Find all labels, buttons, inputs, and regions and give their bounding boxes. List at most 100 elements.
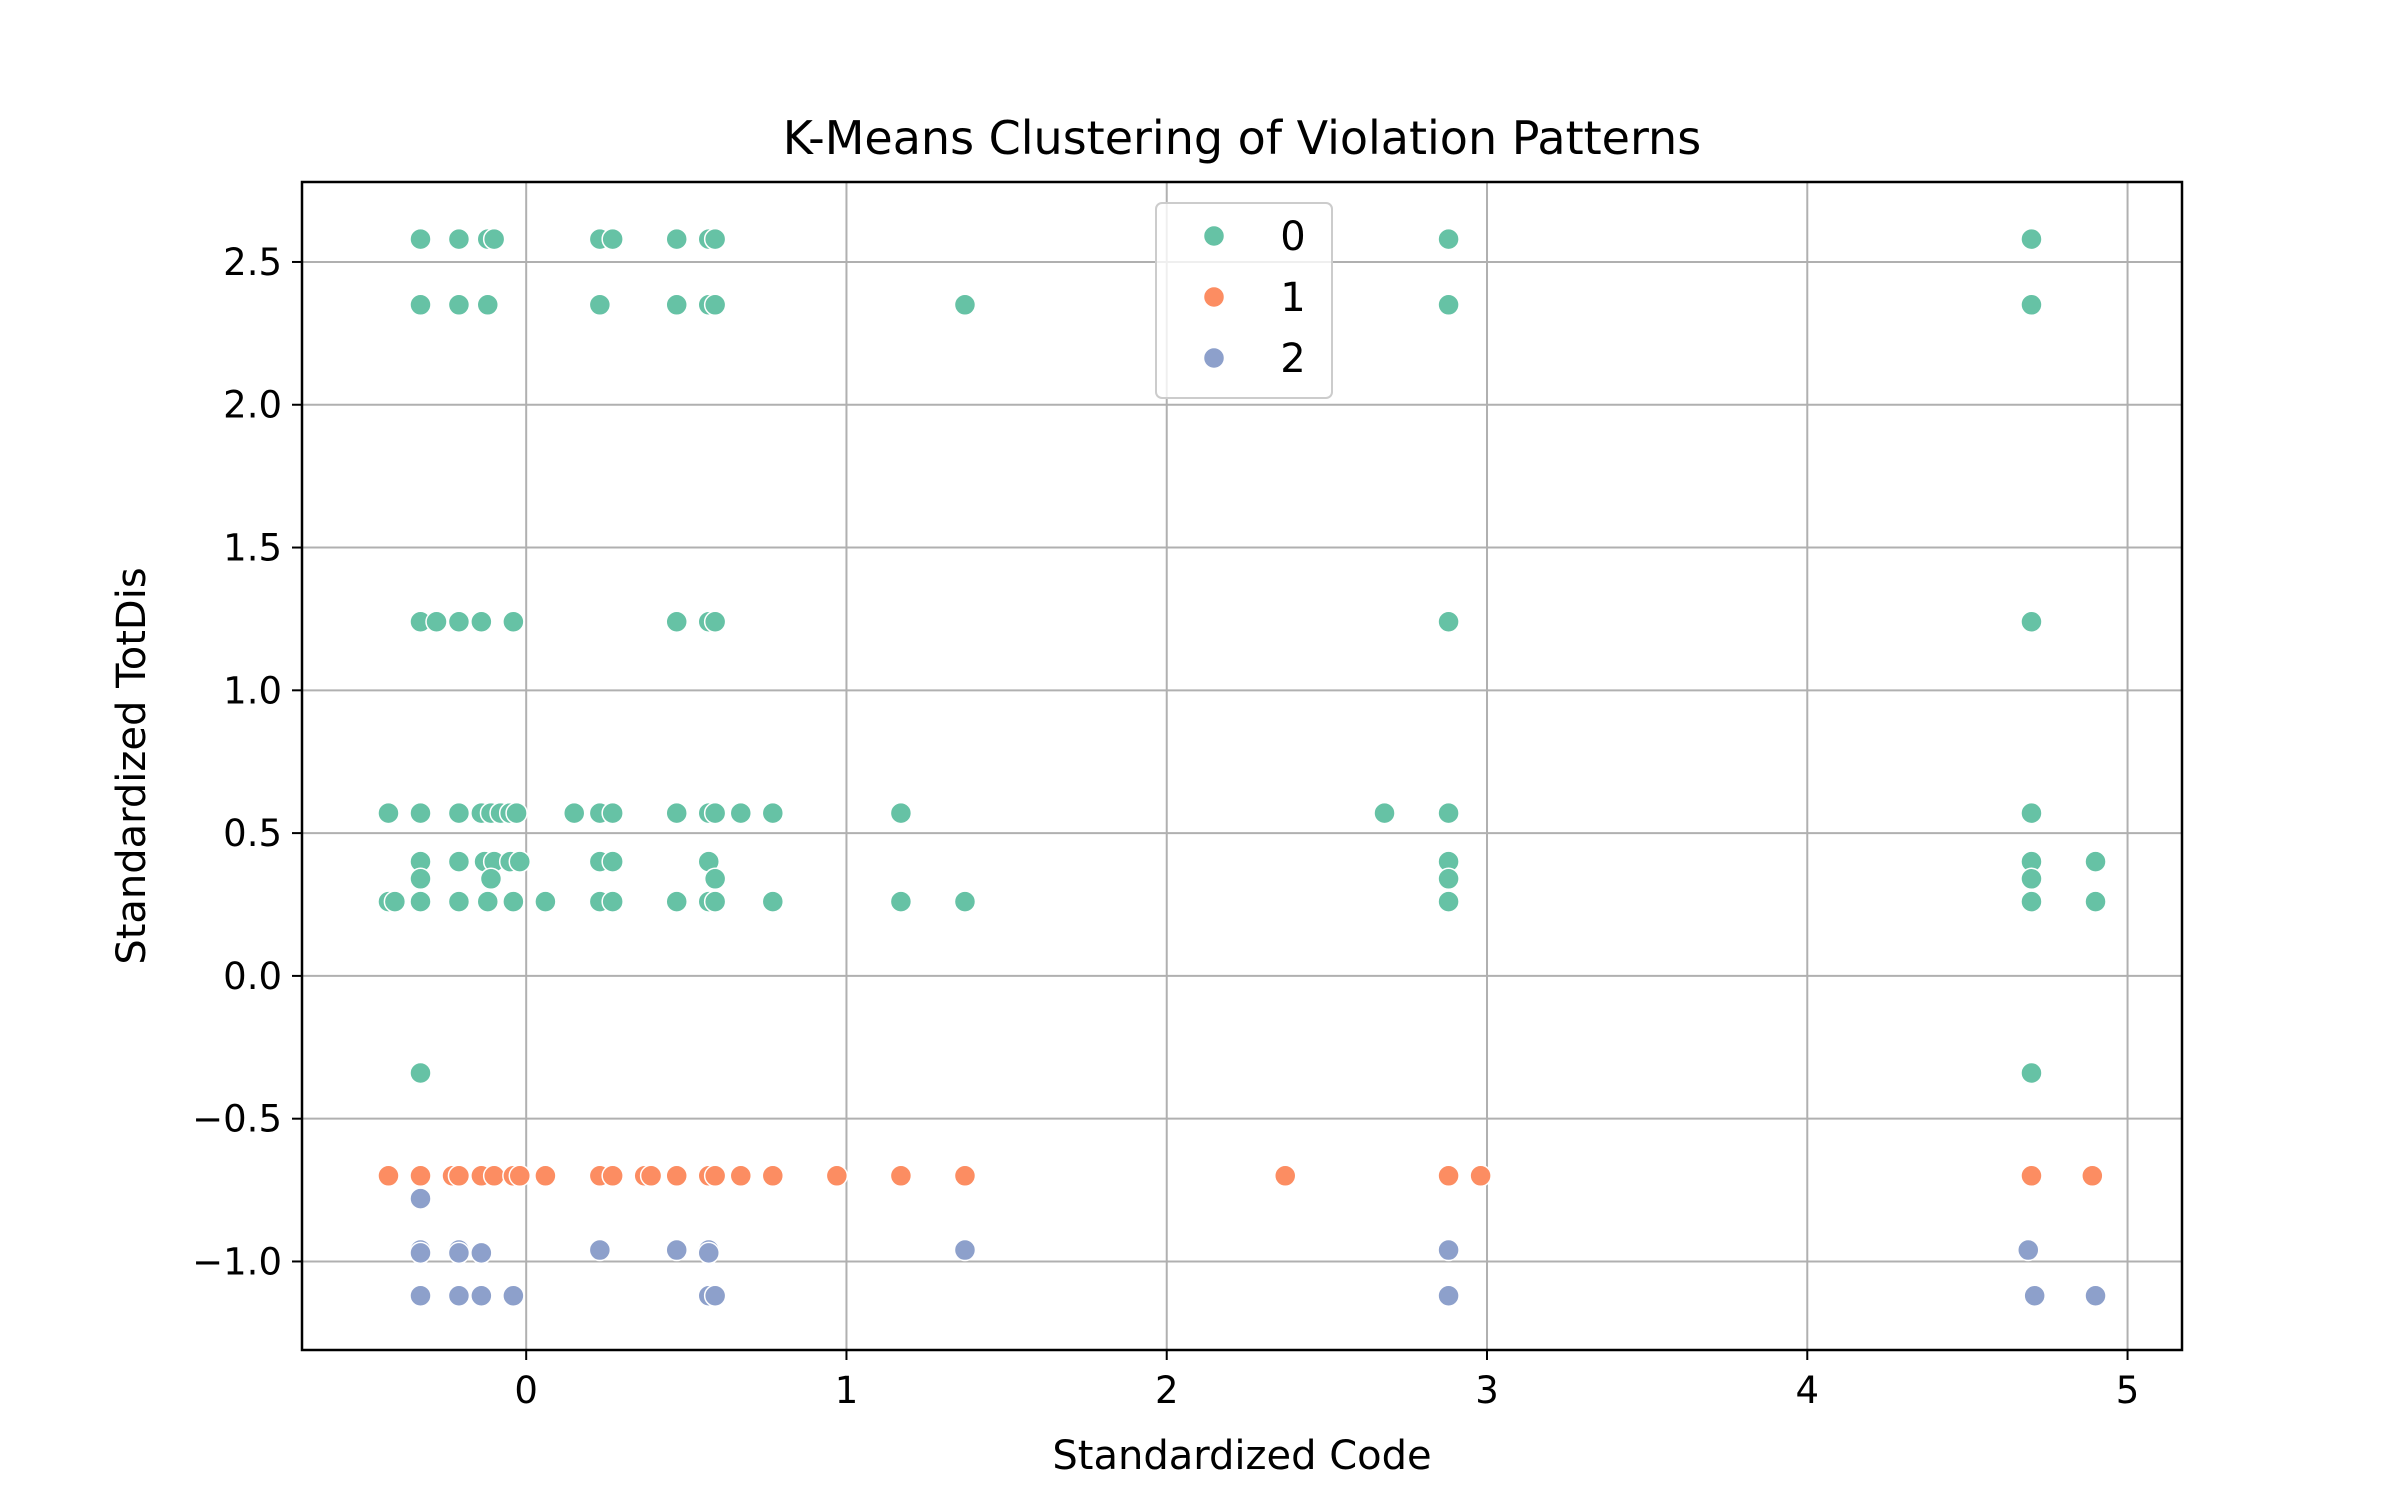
data-point-cluster-2 [2023,1284,2046,1307]
data-point-cluster-0 [588,293,612,317]
data-point-cluster-0 [505,801,528,825]
data-point-cluster-1 [665,1164,688,1188]
x-tick-label: 2 [1155,1369,1179,1412]
data-point-cluster-2 [447,1284,471,1307]
chart-title: K-Means Clustering of Violation Patterns [783,111,1701,165]
data-point-cluster-1 [1437,1164,1460,1188]
data-point-cluster-2 [953,1238,977,1262]
data-point-cluster-0 [409,293,432,317]
y-tick-label: −1.0 [192,1240,282,1283]
y-tick-label: 2.5 [223,241,282,284]
data-point-cluster-0 [1437,890,1460,913]
data-point-cluster-1 [953,1164,977,1188]
data-point-cluster-0 [447,293,471,317]
data-point-cluster-0 [409,1061,432,1085]
data-point-cluster-0 [2020,890,2043,913]
data-point-cluster-0 [953,293,977,317]
data-point-cluster-2 [470,1284,493,1307]
data-point-cluster-2 [697,1241,720,1265]
data-point-cluster-1 [534,1164,557,1188]
legend-marker-0 [1202,224,1226,248]
data-point-cluster-0 [601,227,624,251]
data-point-cluster-0 [2084,890,2107,913]
data-point-cluster-2 [447,1241,471,1265]
data-point-cluster-0 [889,801,913,825]
data-point-cluster-0 [476,890,500,913]
data-point-cluster-0 [425,610,448,634]
legend-box [1155,202,1333,399]
data-point-cluster-0 [534,890,557,913]
data-point-cluster-0 [479,867,503,891]
data-point-cluster-2 [470,1241,493,1265]
data-point-cluster-0 [1437,867,1460,891]
data-point-cluster-0 [508,850,532,873]
data-point-cluster-0 [703,610,727,634]
y-tick-label: −0.5 [192,1098,282,1141]
data-point-cluster-0 [665,890,688,913]
data-point-cluster-0 [447,890,471,913]
data-point-cluster-0 [383,890,407,913]
data-point-cluster-0 [2020,227,2043,251]
data-point-cluster-2 [502,1284,525,1307]
data-point-cluster-1 [2020,1164,2043,1188]
data-point-cluster-1 [409,1164,432,1188]
data-point-cluster-0 [665,293,688,317]
data-point-cluster-1 [825,1164,849,1188]
legend-label-2: 2 [1280,336,1305,382]
data-point-cluster-0 [1437,610,1460,634]
y-tick-label: 0.0 [223,955,282,998]
data-point-cluster-2 [2084,1284,2107,1307]
data-point-cluster-0 [2020,293,2043,317]
data-point-cluster-0 [482,227,506,251]
data-point-cluster-0 [1437,801,1460,825]
data-point-cluster-0 [2020,867,2043,891]
y-tick-label: 0.5 [223,812,282,855]
data-point-cluster-0 [601,801,624,825]
data-point-cluster-0 [665,227,688,251]
data-point-cluster-0 [703,227,727,251]
data-point-cluster-1 [1469,1164,1492,1188]
legend-marker-1 [1202,285,1226,309]
data-point-cluster-2 [588,1238,612,1262]
x-tick-label: 5 [2116,1369,2140,1412]
data-point-cluster-0 [2084,850,2107,873]
data-point-cluster-0 [470,610,493,634]
data-point-cluster-0 [703,890,727,913]
data-point-cluster-0 [761,801,785,825]
data-point-cluster-2 [2017,1238,2040,1262]
data-point-cluster-1 [482,1164,506,1188]
data-point-cluster-0 [409,801,432,825]
data-point-cluster-1 [703,1164,727,1188]
x-tick-label: 4 [1796,1369,1820,1412]
x-axis-label: Standardized Code [1052,1433,1431,1479]
data-point-cluster-1 [508,1164,532,1188]
data-point-cluster-0 [953,890,977,913]
data-point-cluster-1 [2081,1164,2104,1188]
data-point-cluster-0 [1437,227,1460,251]
y-axis-label: Standardized TotDis [109,567,155,964]
data-point-cluster-0 [377,801,400,825]
data-point-cluster-0 [447,850,471,873]
y-tick-label: 1.5 [223,527,282,570]
data-point-cluster-0 [447,227,471,251]
data-point-cluster-0 [409,227,432,251]
data-point-cluster-0 [703,801,727,825]
data-point-cluster-1 [639,1164,663,1188]
data-point-cluster-0 [562,801,586,825]
data-point-cluster-0 [2020,1061,2043,1085]
data-point-cluster-0 [889,890,913,913]
data-point-cluster-2 [1437,1238,1460,1262]
x-tick-label: 3 [1475,1369,1499,1412]
data-point-cluster-2 [703,1284,727,1307]
plot-area-frame [300,180,2184,1352]
data-point-cluster-0 [1437,293,1460,317]
legend: 0 1 2 [1155,202,1333,399]
data-point-cluster-0 [447,801,471,825]
data-point-cluster-2 [665,1238,688,1262]
data-point-cluster-1 [377,1164,400,1188]
data-point-cluster-2 [409,1241,432,1265]
data-point-cluster-0 [601,890,624,913]
legend-label-0: 0 [1280,214,1305,260]
data-point-cluster-0 [703,293,727,317]
data-points [377,227,2107,1307]
